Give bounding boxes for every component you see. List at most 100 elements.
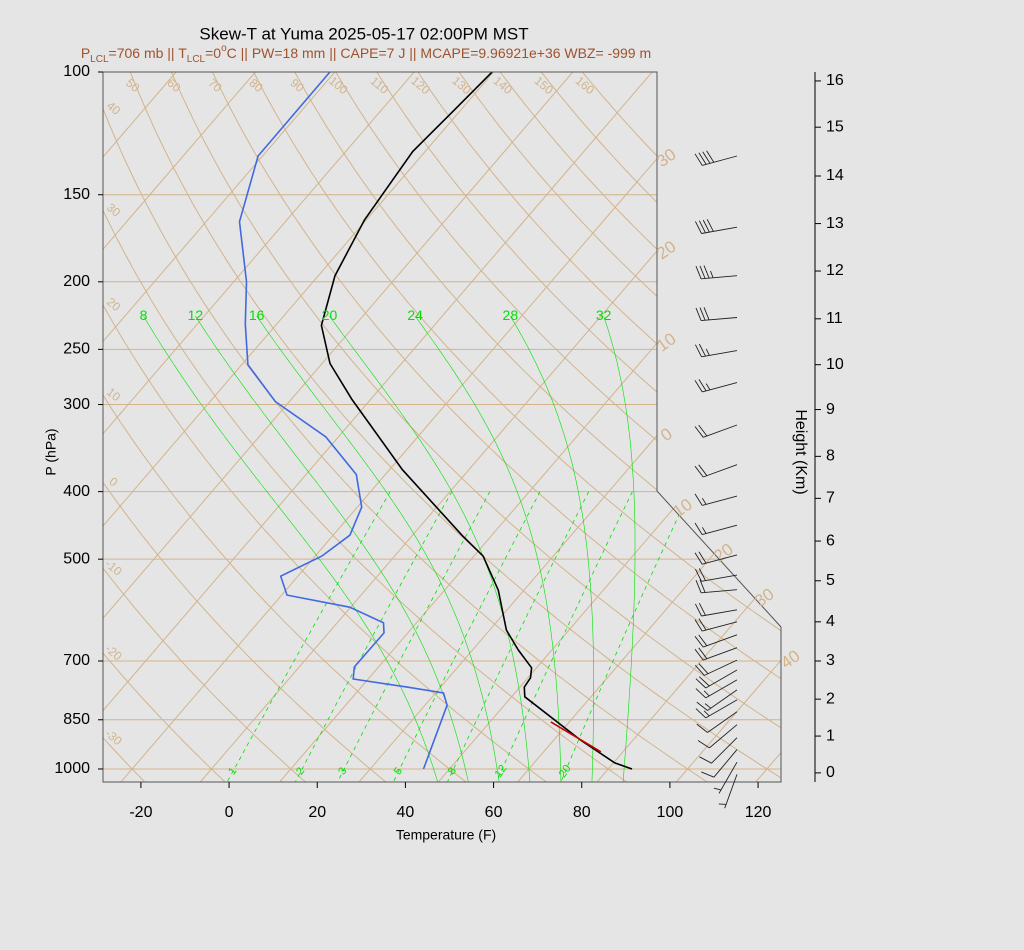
y2-tick-label: 6 bbox=[826, 532, 835, 549]
wind-barb bbox=[695, 579, 738, 594]
dry-adiabat bbox=[103, 72, 628, 782]
subtitle-part: =0 bbox=[205, 45, 221, 61]
y-tick-label: 700 bbox=[63, 652, 90, 669]
dry-adiabat bbox=[212, 72, 781, 782]
y-tick-label: 200 bbox=[63, 273, 90, 290]
profile-line bbox=[550, 721, 602, 753]
isotherm bbox=[103, 72, 653, 782]
isotherm bbox=[596, 72, 781, 782]
isotherm bbox=[517, 72, 781, 782]
y2-tick-label: 11 bbox=[826, 310, 843, 327]
y-tick-label: 500 bbox=[63, 550, 90, 567]
wind-barb bbox=[694, 634, 738, 648]
dry-adiabat bbox=[103, 72, 547, 782]
wind-barb bbox=[699, 737, 738, 764]
wind-barb bbox=[694, 659, 738, 676]
y2-axis-label: Height (Km) bbox=[792, 409, 809, 494]
wind-barb bbox=[695, 679, 738, 699]
mixing-ratio-line bbox=[496, 491, 633, 782]
mixing-ratio-line bbox=[393, 491, 541, 782]
wind-barb bbox=[694, 464, 738, 478]
moist-adiabat bbox=[256, 315, 500, 782]
moist-adiabat bbox=[414, 315, 562, 782]
y2-tick-label: 10 bbox=[826, 356, 844, 373]
y-tick-label: 250 bbox=[63, 341, 90, 358]
isotherm bbox=[103, 72, 336, 782]
mixing-ratio-label: 5 bbox=[392, 765, 405, 777]
profile-line bbox=[320, 72, 633, 770]
dry-adiabat bbox=[103, 72, 226, 782]
dry-adiabat bbox=[458, 72, 781, 782]
subtitle-part: LCL bbox=[187, 54, 206, 65]
y2-tick-label: 2 bbox=[826, 690, 835, 707]
subtitle-part: P bbox=[81, 45, 90, 61]
dry-adiabat bbox=[294, 72, 781, 782]
wind-barb bbox=[696, 689, 738, 711]
isotherm bbox=[103, 72, 574, 782]
mixing-ratio-line bbox=[337, 491, 491, 782]
wind-barb bbox=[695, 669, 738, 689]
isotherm bbox=[120, 72, 732, 782]
y2-tick-label: 14 bbox=[826, 167, 844, 184]
y2-tick-label: 13 bbox=[826, 215, 844, 232]
y2-tick-label: 4 bbox=[826, 613, 835, 630]
dry-adiabat bbox=[129, 72, 781, 782]
moist-adiabat-label: 12 bbox=[188, 307, 204, 323]
mixing-ratio-label: 1 bbox=[226, 765, 239, 777]
plot-border bbox=[102, 71, 782, 783]
dry-adiabat bbox=[103, 72, 306, 782]
dry-adiabat bbox=[335, 72, 781, 782]
mixing-ratio-line bbox=[560, 491, 691, 782]
y2-tick-label: 5 bbox=[826, 572, 835, 589]
mixing-ratio-label: 3 bbox=[336, 765, 349, 777]
y-axis-label: P (hPa) bbox=[43, 428, 59, 475]
y2-tick-label: 12 bbox=[826, 262, 844, 279]
subtitle-part: =706 mb || T bbox=[109, 45, 188, 61]
isotherm bbox=[103, 72, 256, 782]
wind-barb bbox=[695, 699, 738, 719]
moist-adiabat bbox=[510, 315, 594, 782]
y2-tick-label: 3 bbox=[826, 652, 835, 669]
wind-barbs bbox=[694, 150, 738, 809]
wind-barb bbox=[696, 711, 738, 733]
y2-tick-label: 16 bbox=[826, 72, 844, 89]
moist-adiabat-label: 32 bbox=[596, 307, 612, 323]
wind-barb bbox=[718, 774, 738, 809]
wind-barb bbox=[694, 551, 738, 565]
wind-barb bbox=[694, 343, 738, 358]
y-tick-label: 300 bbox=[63, 396, 90, 413]
moist-adiabat-label: 24 bbox=[407, 307, 423, 323]
wind-barb bbox=[694, 618, 738, 632]
moist-adiabat-label: 20 bbox=[322, 307, 338, 323]
x-tick-label: -20 bbox=[129, 804, 152, 821]
wind-barb bbox=[694, 150, 738, 166]
x-tick-label: 60 bbox=[485, 804, 503, 821]
wind-barb bbox=[694, 493, 738, 506]
y2-tick-label: 8 bbox=[826, 448, 835, 465]
wind-barb bbox=[713, 761, 738, 794]
wind-barb bbox=[694, 424, 738, 438]
dry-adiabat bbox=[253, 72, 781, 782]
isotherm bbox=[103, 72, 415, 782]
x-tick-label: 100 bbox=[657, 804, 684, 821]
moist-adiabat bbox=[195, 315, 469, 782]
moist-adiabat-label: 8 bbox=[140, 307, 148, 323]
mixing-ratio-label: 12 bbox=[493, 763, 510, 780]
wind-barb bbox=[694, 568, 738, 582]
wind-barb bbox=[694, 522, 738, 536]
isotherm-label: 0 bbox=[657, 424, 676, 445]
wind-barb bbox=[695, 307, 738, 322]
mixing-ratio-line bbox=[447, 491, 590, 782]
x-tick-label: 40 bbox=[397, 804, 415, 821]
y2-tick-label: 7 bbox=[826, 490, 835, 507]
y2-tick-label: 15 bbox=[826, 118, 844, 135]
mixing-ratio-label: 20 bbox=[557, 763, 574, 780]
plot-area bbox=[103, 72, 781, 782]
chart-title: Skew-T at Yuma 2025-05-17 02:00PM MST bbox=[199, 24, 528, 43]
y-tick-label: 100 bbox=[63, 63, 90, 80]
y2-tick-label: 9 bbox=[826, 401, 835, 418]
isotherm bbox=[279, 72, 781, 782]
x-tick-label: 0 bbox=[225, 804, 234, 821]
y-tick-label: 150 bbox=[63, 186, 90, 203]
